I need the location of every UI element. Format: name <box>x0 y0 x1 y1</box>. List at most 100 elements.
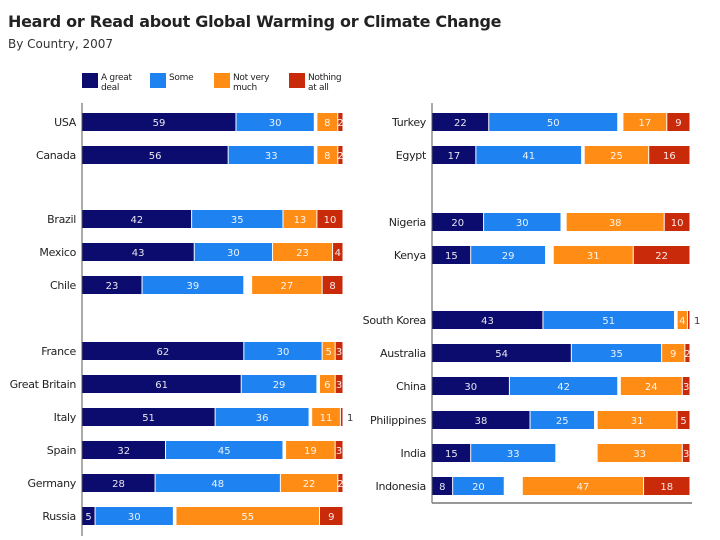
category-label: Mexico <box>39 246 76 259</box>
category-label: France <box>41 345 76 358</box>
data-label: 2 <box>337 151 343 162</box>
data-label: 39 <box>187 281 200 292</box>
bar-a-great-deal <box>432 411 530 429</box>
data-label: 35 <box>231 215 244 226</box>
data-label: 20 <box>451 218 464 229</box>
bar-nothing-at-all <box>677 411 690 429</box>
category-label: India <box>401 447 427 460</box>
bar-nothing-at-all <box>317 210 343 228</box>
data-label: 29 <box>502 251 515 262</box>
bar-nothing-at-all <box>335 342 343 360</box>
data-label: 22 <box>655 251 668 262</box>
data-label: 32 <box>117 446 130 457</box>
data-label: 15 <box>445 251 458 262</box>
category-label: Italy <box>54 411 77 424</box>
bar-a-great-deal <box>82 243 194 261</box>
bar-a-great-deal <box>82 507 95 525</box>
data-label: 2 <box>337 479 343 490</box>
bar-a-great-deal <box>82 146 228 164</box>
bar-nothing-at-all <box>633 246 690 264</box>
bar-not-very-much <box>677 311 687 329</box>
category-label: Turkey <box>391 116 427 129</box>
bar-a-great-deal <box>82 210 192 228</box>
data-label: 18 <box>660 482 673 493</box>
legend-swatch <box>289 73 305 88</box>
category-label: Russia <box>42 510 76 523</box>
bar-nothing-at-all <box>338 474 343 492</box>
data-label: 38 <box>475 416 488 427</box>
data-label: 30 <box>227 248 240 259</box>
data-label: 47 <box>577 482 590 493</box>
data-label: 51 <box>142 413 155 424</box>
category-label: Indonesia <box>376 480 427 493</box>
bar-not-very-much <box>584 146 649 164</box>
data-label: 30 <box>269 118 282 129</box>
bar-nothing-at-all <box>338 113 343 131</box>
bar-some <box>543 311 675 329</box>
bar-not-very-much <box>320 375 335 393</box>
category-label: Egypt <box>396 149 427 162</box>
data-label: 13 <box>294 215 307 226</box>
data-label: 48 <box>211 479 224 490</box>
data-label: 30 <box>464 382 477 393</box>
data-label: 2 <box>684 349 690 360</box>
legend-label-line: much <box>233 83 257 93</box>
bar-not-very-much <box>322 342 335 360</box>
bar-not-very-much <box>273 243 333 261</box>
bar-nothing-at-all <box>685 344 690 362</box>
bar-a-great-deal <box>432 113 489 131</box>
chart-subtitle: By Country, 2007 <box>8 37 113 51</box>
bar-nothing-at-all <box>338 146 343 164</box>
bar-nothing-at-all <box>687 311 690 329</box>
bar-a-great-deal <box>432 213 484 231</box>
legend-item-some: Some <box>150 73 217 88</box>
data-label: 6 <box>324 380 330 391</box>
legend-label-line: deal <box>101 83 120 93</box>
data-label: 33 <box>507 449 520 460</box>
data-label: 36 <box>256 413 269 424</box>
data-label: 23 <box>106 281 119 292</box>
data-label: 25 <box>610 151 623 162</box>
category-label: Great Britain <box>10 378 77 391</box>
bar-not-very-much <box>662 344 685 362</box>
data-label: 25 <box>556 416 569 427</box>
bar-a-great-deal <box>82 113 236 131</box>
data-label: 31 <box>631 416 644 427</box>
category-label: Spain <box>47 444 77 457</box>
bar-nothing-at-all <box>682 377 690 395</box>
bar-a-great-deal <box>432 377 509 395</box>
data-label: 2 <box>337 118 343 129</box>
data-label: 23 <box>296 248 309 259</box>
data-label: 30 <box>516 218 529 229</box>
bar-some <box>215 408 309 426</box>
data-label: 5 <box>325 347 331 358</box>
data-label: 33 <box>633 449 646 460</box>
bar-some <box>453 477 504 495</box>
legend-item-nothing-at-all: Nothing at all <box>289 73 356 93</box>
bar-not-very-much <box>176 507 320 525</box>
bar-not-very-much <box>553 246 633 264</box>
bar-not-very-much <box>623 113 667 131</box>
data-label: 17 <box>638 118 651 129</box>
bar-some <box>166 441 283 459</box>
bar-some <box>241 375 317 393</box>
data-label: 24 <box>645 382 658 393</box>
bar-a-great-deal <box>432 444 471 462</box>
data-label: 42 <box>557 382 570 393</box>
data-label: 3 <box>336 446 342 457</box>
legend-label-line: Nothing <box>308 73 342 83</box>
bar-not-very-much <box>620 377 682 395</box>
data-label: 56 <box>149 151 162 162</box>
bar-some <box>509 377 618 395</box>
data-label: 17 <box>448 151 461 162</box>
legend-label-line: Some <box>169 73 194 83</box>
data-label: 8 <box>439 482 445 493</box>
data-label: 41 <box>522 151 535 162</box>
bar-nothing-at-all <box>322 276 343 294</box>
bar-not-very-much <box>317 146 338 164</box>
bar-some <box>192 210 283 228</box>
legend-label-line: Not very <box>233 73 270 83</box>
bar-some <box>95 507 173 525</box>
bar-nothing-at-all <box>335 441 343 459</box>
